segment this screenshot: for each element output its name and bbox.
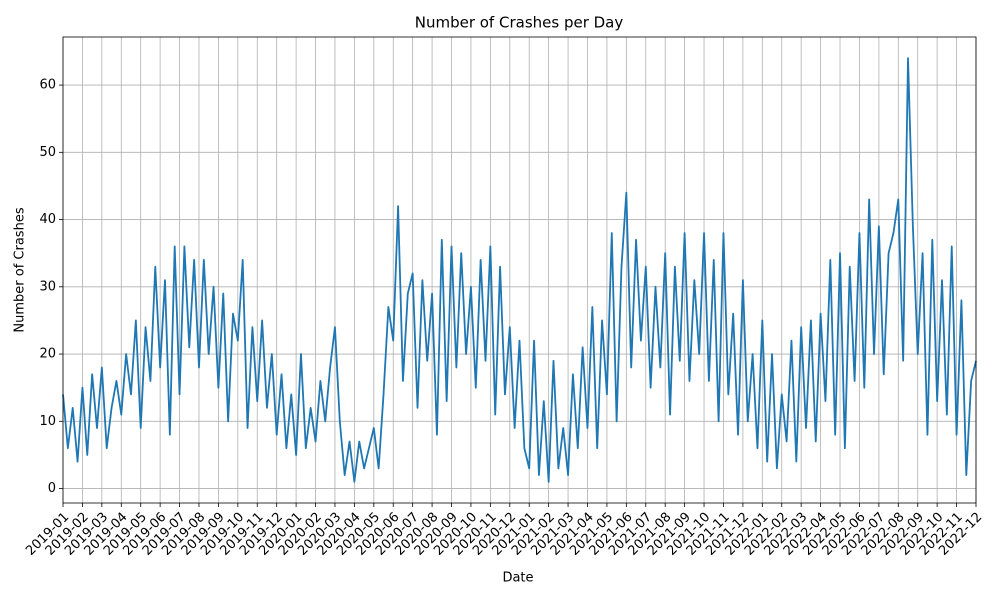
plot-frame xyxy=(62,36,977,504)
x-axis-label: Date xyxy=(502,571,533,586)
y-tick-label: 0 xyxy=(48,481,56,496)
y-tick-label: 50 xyxy=(39,145,56,160)
y-tick-label: 60 xyxy=(39,78,56,93)
y-tick-label: 20 xyxy=(39,347,56,362)
chart-title: Number of Crashes per Day xyxy=(415,14,624,32)
data-line xyxy=(62,57,977,483)
y-tick-label: 30 xyxy=(39,279,56,294)
y-tick-label: 10 xyxy=(39,414,56,429)
y-axis-label: Number of Crashes xyxy=(13,207,28,332)
y-tick-label: 40 xyxy=(39,212,56,227)
